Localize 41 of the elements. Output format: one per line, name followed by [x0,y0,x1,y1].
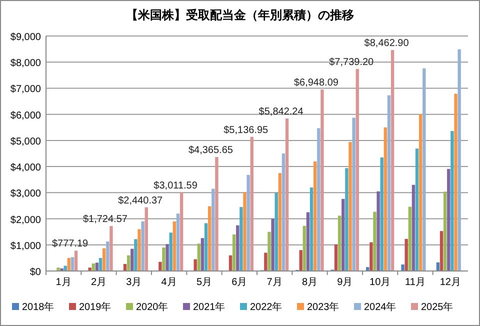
data-label: $5,136.95 [224,124,269,136]
x-tick-label: 2月 [90,277,107,288]
data-label: $7,739.20 [329,56,374,68]
y-tick-label: $6,000 [10,110,42,122]
x-tick-label: 9月 [337,277,353,288]
data-label: $6,948.09 [294,78,339,89]
legend-label: 2023年 [307,301,340,313]
x-tick-label: 3月 [126,277,142,288]
chart-title: 【米国株】受取配当金（年別累積）の推移 [126,8,354,22]
y-tick-label: $8,000 [10,58,42,70]
legend-label: 2019年 [79,301,112,313]
data-label: $2,440.37 [118,195,164,206]
legend-label: 2022年 [250,301,282,313]
data-label: $1,724.57 [82,214,128,225]
x-tick-label: 12月 [440,277,461,288]
data-label: $777.19 [52,238,89,250]
legend-label: 2020年 [136,301,168,313]
x-tick-label: 4月 [161,277,177,288]
x-tick-label: 6月 [232,277,248,288]
y-tick-label: $5,000 [10,136,42,148]
x-tick-label: 10月 [370,277,391,288]
data-label: $8,462.90 [364,38,410,50]
legend-label: 2025年 [421,301,454,313]
legend-label: 2024年 [364,301,396,313]
y-tick-label: $9,000 [10,32,42,43]
y-tick-label: $1,000 [10,240,42,252]
y-tick-label: $7,000 [10,84,42,96]
data-label: $5,842.24 [258,106,304,118]
y-tick-label: $2,000 [10,214,42,226]
x-tick-label: 7月 [266,277,282,288]
y-tick-label: $4,000 [10,162,42,174]
data-label: $3,011.59 [154,180,198,192]
data-label: $4,365.65 [188,145,234,156]
x-tick-label: 8月 [302,277,318,288]
legend-label: 2021年 [193,301,226,313]
y-tick-label: $3,000 [10,188,42,200]
legend-label: 2018年 [22,301,54,313]
x-tick-label: 1月 [56,277,72,288]
x-tick-label: 5月 [196,277,212,288]
y-tick-label: $0 [30,267,42,278]
x-tick-label: 11月 [405,277,426,288]
